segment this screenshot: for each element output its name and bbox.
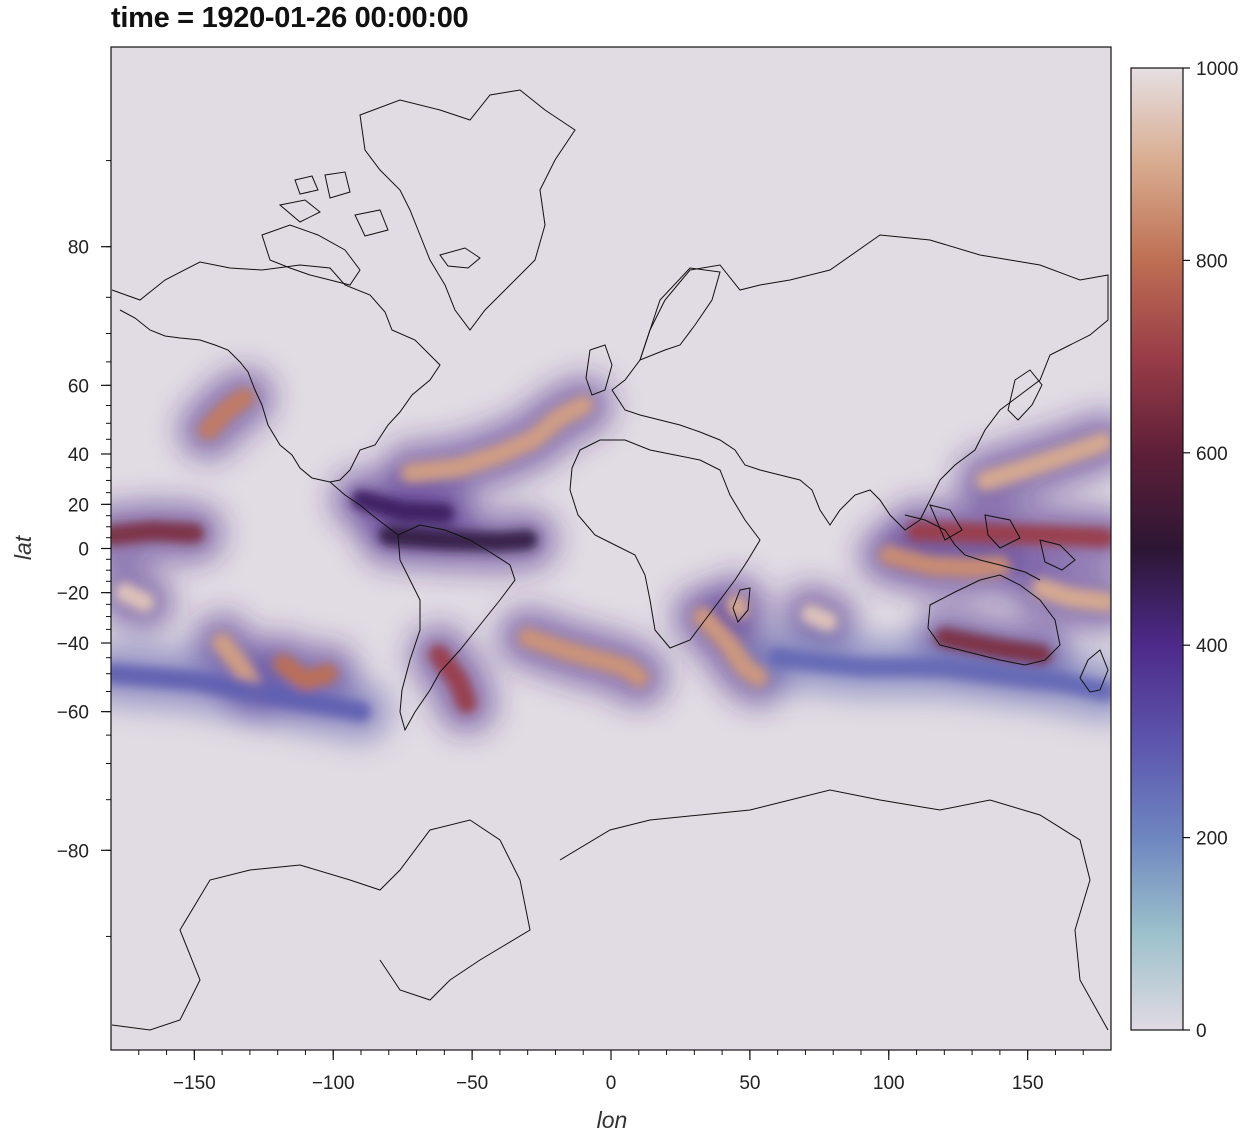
coastline-new-zealand xyxy=(1079,649,1109,693)
coastline-australia xyxy=(927,574,1061,666)
band-west-pacific-equatorial xyxy=(906,521,1111,548)
colorbar-tick-label: 400 xyxy=(1196,636,1228,657)
coastline-africa xyxy=(569,439,761,649)
coastline-central-america xyxy=(329,481,399,536)
colorbar-gradient xyxy=(1130,67,1184,1031)
x-tick-label: −50 xyxy=(456,1073,488,1094)
coastline-uk xyxy=(585,344,613,396)
y-axis: 80 60 40 20 0 −20 −40 −60 −80 xyxy=(57,160,111,937)
y-tick-label: 20 xyxy=(68,495,89,516)
y-tick-label: −80 xyxy=(57,841,89,862)
colorbar: 0 200 400 600 800 1000 xyxy=(1130,59,1238,1042)
coastline-iceland xyxy=(439,247,481,269)
jet-north-pacific-west xyxy=(976,432,1111,491)
band-caribbean xyxy=(351,489,455,524)
storm-south-pacific-east xyxy=(273,653,338,691)
colorbar-tick-label: 800 xyxy=(1196,251,1228,272)
y-tick-label: 60 xyxy=(68,376,89,397)
band-itcz-atlantic xyxy=(378,525,538,552)
coastline-japan xyxy=(1007,369,1043,421)
storm-south-america xyxy=(428,644,477,714)
y-tick-label: 40 xyxy=(68,445,89,466)
band-southern-ocean-west xyxy=(111,663,371,722)
x-axis-label: lon xyxy=(597,1107,628,1130)
storm-south-australia xyxy=(934,627,1052,665)
x-tick-label: 100 xyxy=(873,1073,905,1094)
coastline-eurasia xyxy=(611,234,1109,531)
x-tick-label: 50 xyxy=(739,1073,760,1094)
field-layer xyxy=(111,89,1111,1031)
colorbar-tick-label: 600 xyxy=(1196,444,1228,465)
y-tick-label: 0 xyxy=(78,540,89,561)
colorbar-ticks: 0 200 400 600 800 1000 xyxy=(1183,59,1238,1042)
storm-southwest-indian xyxy=(692,606,769,688)
x-tick-label: 150 xyxy=(1012,1073,1044,1094)
band-itcz-pacific-east xyxy=(111,521,205,546)
band-maritime-continent xyxy=(878,545,1010,578)
coastline-baffin xyxy=(261,224,361,286)
coastline-indonesia xyxy=(904,504,1076,581)
coastline-south-america xyxy=(397,524,516,732)
coastline-greenland xyxy=(359,89,576,331)
colorbar-tick-label: 200 xyxy=(1196,829,1228,850)
y-tick-label: −20 xyxy=(57,584,89,605)
y-tick-label: −60 xyxy=(57,703,89,724)
coastline-north-america xyxy=(111,261,441,483)
coastline-madagascar xyxy=(732,587,751,623)
storm-coral-sea xyxy=(1031,578,1111,612)
x-tick-label: −150 xyxy=(173,1073,216,1094)
page-title: time = 1920-01-26 00:00:00 xyxy=(111,2,469,34)
storm-indian-central xyxy=(801,604,838,632)
colorbar-tick-label: 1000 xyxy=(1196,59,1238,80)
storm-south-pacific-west xyxy=(114,582,155,612)
storm-madagascar-east xyxy=(726,594,749,620)
x-tick-label: 0 xyxy=(606,1073,617,1094)
x-tick-label: −100 xyxy=(312,1073,355,1094)
storm-south-atlantic xyxy=(517,627,649,688)
jet-north-pacific-east xyxy=(198,387,255,440)
y-tick-label: 80 xyxy=(68,238,89,259)
coastline-antarctica xyxy=(111,789,1109,1031)
y-axis-label: lat xyxy=(10,534,36,560)
jet-north-atlantic xyxy=(401,395,594,483)
coastline-scandinavia xyxy=(639,267,721,361)
coastlines xyxy=(111,89,1109,1031)
coastline-arctic-islands xyxy=(278,171,389,237)
band-south-indian xyxy=(767,647,1111,702)
colorbar-tick-label: 0 xyxy=(1196,1021,1207,1042)
x-axis: −150 −100 −50 0 50 100 150 xyxy=(138,1050,1084,1094)
y-tick-label: −40 xyxy=(57,634,89,655)
